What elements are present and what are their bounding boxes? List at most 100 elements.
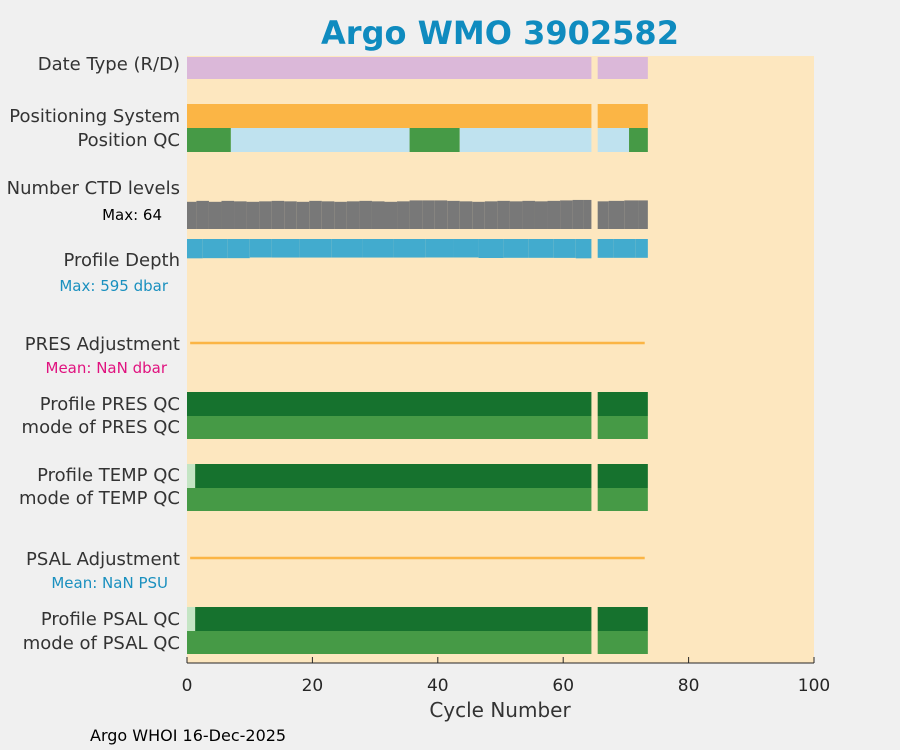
ctd-level-bar-28: [522, 200, 535, 229]
profile-psal-qc-bar-1: [195, 607, 592, 631]
profile-depth-bar-7: [331, 239, 363, 258]
label-psal-adjustment: PSAL Adjustment: [26, 549, 180, 570]
ctd-level-bar-13: [334, 201, 347, 229]
ctd-level-bar-5: [234, 201, 247, 229]
profile-depth-bar-19: [635, 239, 648, 258]
ctd-level-bar-22: [447, 200, 460, 229]
x-tick-label-0: 0: [182, 676, 193, 696]
ctd-level-bar-37: [638, 200, 648, 229]
positioning-bar-2: [597, 104, 648, 128]
profile-depth-bar-17: [597, 239, 614, 258]
ctd-level-bar-25: [484, 201, 498, 229]
ctd-level-bar-12: [321, 201, 335, 229]
mode-psal-qc-bar-2: [597, 631, 648, 654]
ctd-max-label: Max: 64: [102, 206, 162, 224]
position-qc-seg-1: [187, 128, 231, 152]
ctd-level-bar-34: [597, 201, 609, 229]
profile-temp-qc-bar-first-cycle: [187, 464, 196, 488]
ctd-level-bar-31: [560, 200, 573, 229]
label-date-type: Date Type (R/D): [38, 54, 180, 75]
profile-pres-qc-bar-2: [597, 392, 648, 416]
label-profile-depth: Profile Depth: [63, 250, 180, 271]
ctd-level-bar-15: [359, 200, 372, 229]
ctd-level-bar-36: [624, 200, 639, 229]
ctd-level-bar-30: [547, 200, 561, 229]
pres-mean-label: Mean: NaN dbar: [46, 359, 168, 377]
ctd-level-bar-10: [296, 201, 310, 229]
mode-temp-qc-bar-1: [187, 488, 592, 511]
position-qc-seg-6: [629, 128, 648, 152]
profile-depth-bar-10: [425, 239, 454, 258]
chart-title: Argo WMO 3902582: [321, 14, 679, 52]
mode-pres-qc-bar-2: [597, 416, 648, 439]
footer-text: Argo WHOI 16-Dec-2025: [90, 726, 286, 745]
profile-depth-bar-3: [227, 239, 250, 259]
ctd-level-bar-11: [309, 200, 322, 229]
ctd-level-bar-24: [472, 201, 485, 229]
ctd-level-bar-3: [208, 201, 222, 229]
ctd-level-bar-2: [196, 200, 209, 229]
mode-psal-qc-bar-1: [187, 631, 592, 654]
positioning-bar-1: [187, 104, 592, 128]
ctd-level-bar-19: [409, 200, 423, 229]
date-type-bar-2: [597, 57, 648, 79]
profile-depth-bar-12: [478, 239, 504, 258]
x-tick-label-20: 20: [302, 676, 324, 696]
position-qc-seg-3: [409, 128, 460, 152]
label-profile-psal-qc: Profile PSAL QC: [41, 609, 180, 630]
ctd-level-bar-8: [271, 200, 285, 229]
profile-depth-bar-9: [393, 239, 426, 258]
label-position-qc: Position QC: [77, 130, 180, 151]
profile-depth-bar-8: [362, 239, 394, 258]
x-tick-label-80: 80: [678, 676, 700, 696]
x-axis-label: Cycle Number: [429, 698, 571, 722]
ctd-level-bar-32: [572, 199, 584, 229]
ctd-level-bar-20: [422, 200, 435, 229]
ctd-level-bar-16: [371, 201, 385, 229]
label-profile-temp-qc: Profile TEMP QC: [37, 465, 180, 486]
position-qc-seg-2: [230, 128, 410, 152]
ctd-level-bar-29: [534, 201, 548, 229]
ctd-level-bar-14: [346, 201, 360, 229]
profile-depth-bar-4: [249, 239, 272, 258]
profile-depth-bar-13: [503, 239, 529, 258]
depth-max-label: Max: 595 dbar: [59, 277, 168, 295]
profile-temp-qc-bar-2: [597, 464, 648, 488]
ctd-level-bar-7: [259, 201, 272, 229]
label-ctd-levels: Number CTD levels: [7, 178, 180, 199]
ctd-level-bar-4: [221, 200, 235, 229]
label-mode-temp-qc: mode of TEMP QC: [19, 488, 180, 509]
label-profile-pres-qc: Profile PRES QC: [40, 394, 180, 415]
profile-psal-qc-bar-2: [597, 607, 648, 631]
ctd-level-bar-23: [459, 201, 473, 229]
plot-area: [187, 56, 814, 663]
label-mode-psal-qc: mode of PSAL QC: [23, 633, 180, 654]
x-tick-label-60: 60: [552, 676, 574, 696]
date-type-bar-1: [187, 57, 592, 79]
label-mode-pres-qc: mode of PRES QC: [22, 417, 180, 438]
profile-temp-qc-bar-1: [195, 464, 592, 488]
position-qc-seg-5: [597, 128, 630, 152]
position-qc-seg-4: [459, 128, 592, 152]
ctd-level-bar-17: [384, 201, 398, 229]
ctd-level-bar-26: [497, 200, 510, 229]
x-tick-label-40: 40: [427, 676, 449, 696]
ctd-level-bar-1: [187, 201, 197, 229]
profile-depth-bar-6: [299, 239, 332, 258]
profile-psal-qc-bar-first-cycle: [187, 607, 196, 631]
profile-depth-bar-18: [613, 239, 636, 258]
profile-depth-bar-2: [202, 239, 228, 259]
label-pres-adjustment: PRES Adjustment: [25, 334, 180, 355]
ctd-level-bar-27: [509, 201, 523, 229]
ctd-level-bar-18: [397, 201, 410, 229]
label-positioning-system: Positioning System: [9, 106, 180, 127]
profile-depth-bar-14: [528, 239, 554, 258]
ctd-level-bar-33: [583, 199, 592, 229]
profile-depth-bar-16: [575, 239, 592, 259]
ctd-level-bar-21: [434, 200, 448, 229]
ctd-level-bar-9: [284, 201, 297, 229]
profile-depth-bar-11: [453, 239, 479, 258]
x-tick-label-100: 100: [798, 676, 830, 696]
mode-temp-qc-bar-2: [597, 488, 648, 511]
